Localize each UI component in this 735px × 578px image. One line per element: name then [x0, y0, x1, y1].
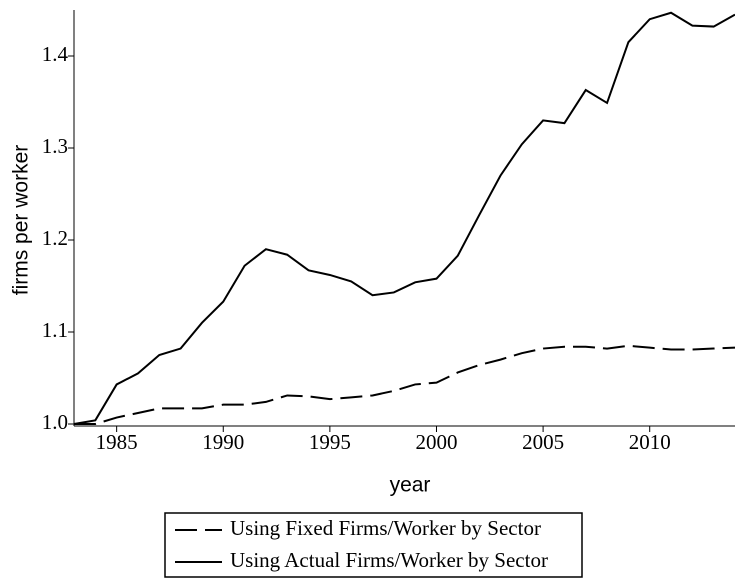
x-tick-label: 2005 [522, 430, 564, 454]
x-tick-label: 1995 [309, 430, 351, 454]
legend-label: Using Fixed Firms/Worker by Sector [230, 516, 541, 540]
y-axis-label: firms per worker [10, 145, 33, 296]
legend-label: Using Actual Firms/Worker by Sector [230, 548, 548, 572]
x-tick-label: 1985 [96, 430, 138, 454]
y-tick-label: 1.1 [42, 318, 68, 342]
legend-box [164, 512, 583, 578]
y-tick-label: 1.4 [42, 42, 69, 66]
x-tick-label: 1990 [202, 430, 244, 454]
x-axis-label: year [390, 474, 431, 497]
y-tick-label: 1.2 [42, 226, 68, 250]
series-line [73, 11, 735, 425]
x-tick-label: 2000 [415, 430, 457, 454]
x-tick-label: 2010 [629, 430, 671, 454]
y-tick-label: 1.0 [42, 410, 68, 434]
series-line [74, 344, 735, 425]
y-tick-label: 1.3 [42, 134, 68, 158]
